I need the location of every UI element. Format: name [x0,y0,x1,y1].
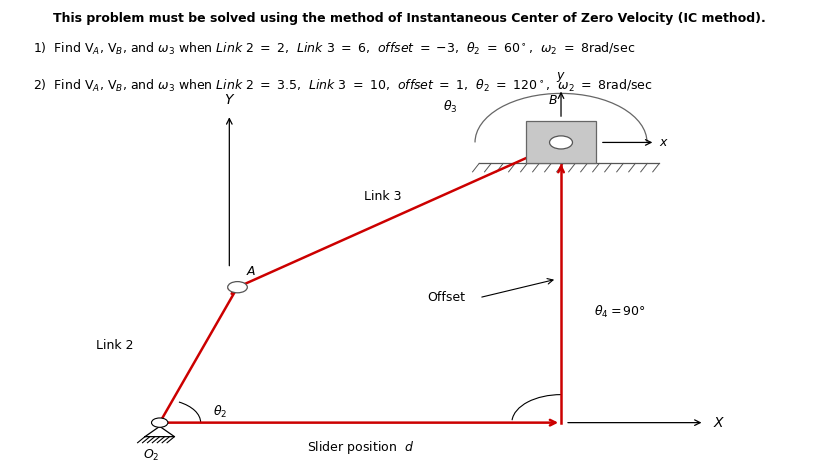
Text: $X$: $X$ [713,416,725,430]
Text: 2)  Find V$_A$, V$_B$, and $\omega_3$ when $\mathit{Link}$ $\mathit{2}$ $=$ 3.5,: 2) Find V$_A$, V$_B$, and $\omega_3$ whe… [33,78,653,94]
Text: $B$: $B$ [548,94,558,107]
Text: Offset: Offset [428,291,465,304]
Text: $\theta_2$: $\theta_2$ [213,404,227,420]
Text: $O_2$: $O_2$ [143,448,160,463]
Text: 1)  Find V$_A$, V$_B$, and $\omega_3$ when $\mathit{Link}$ $\mathit{2}$ $=$ 2,  : 1) Find V$_A$, V$_B$, and $\omega_3$ whe… [33,41,635,57]
Text: Link 3: Link 3 [364,190,401,203]
Circle shape [550,136,572,149]
Text: $\theta_4 = 90°$: $\theta_4 = 90°$ [594,304,645,320]
Text: This problem must be solved using the method of Instantaneous Center of Zero Vel: This problem must be solved using the me… [53,12,766,25]
Circle shape [152,418,168,427]
Circle shape [228,282,247,293]
Bar [527,121,596,163]
Text: $y$: $y$ [556,70,566,84]
Text: Link 2: Link 2 [96,339,133,352]
Text: Slider position  $d$: Slider position $d$ [307,439,414,456]
Text: $\theta_3$: $\theta_3$ [443,99,458,115]
Text: $A$: $A$ [246,265,256,278]
Text: $x$: $x$ [659,136,669,149]
Text: $Y$: $Y$ [224,93,235,107]
